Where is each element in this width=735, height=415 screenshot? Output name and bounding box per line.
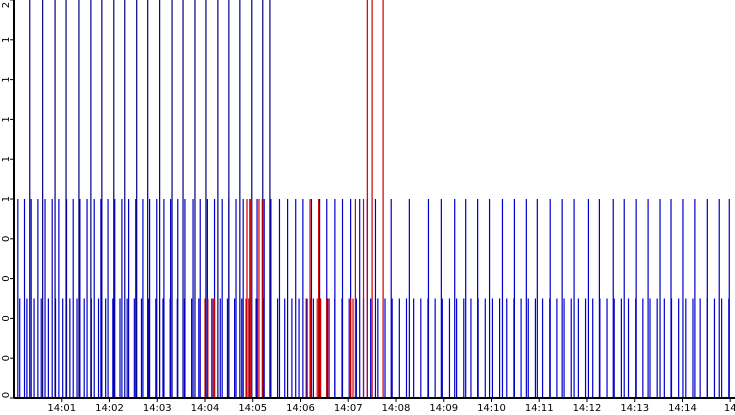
y-tick-label: 0: [1, 355, 12, 361]
y-tick-label: 0: [1, 236, 12, 242]
y-tick-label: 0: [1, 392, 12, 398]
x-tick-label: 14:13: [620, 403, 649, 414]
x-tick-label: 14:02: [95, 403, 124, 414]
x-tick-label: 14:08: [382, 403, 411, 414]
x-tick-label: 14:05: [238, 403, 267, 414]
x-tick-label: 14: [724, 403, 735, 414]
x-tick-label: 14:12: [573, 403, 602, 414]
y-tick-label: 2: [1, 2, 12, 8]
y-tick-label: 1: [1, 196, 12, 202]
y-tick-label: 1: [1, 37, 12, 43]
x-tick-label: 14:03: [143, 403, 172, 414]
y-tick-label: 1: [1, 116, 12, 122]
x-tick-label: 14:07: [334, 403, 363, 414]
y-tick-label: 0: [1, 315, 12, 321]
x-tick-label: 14:14: [668, 403, 697, 414]
x-tick-label: 14:06: [286, 403, 315, 414]
x-tick-label: 14:04: [191, 403, 220, 414]
x-tick-label: 14:10: [477, 403, 506, 414]
x-tick-label: 14:01: [47, 403, 76, 414]
x-tick-label: 14:09: [429, 403, 458, 414]
y-tick-label: 0: [1, 275, 12, 281]
y-tick-label: 1: [1, 76, 12, 82]
x-tick-label: 14:11: [525, 403, 554, 414]
y-tick-label: 1: [1, 156, 12, 162]
